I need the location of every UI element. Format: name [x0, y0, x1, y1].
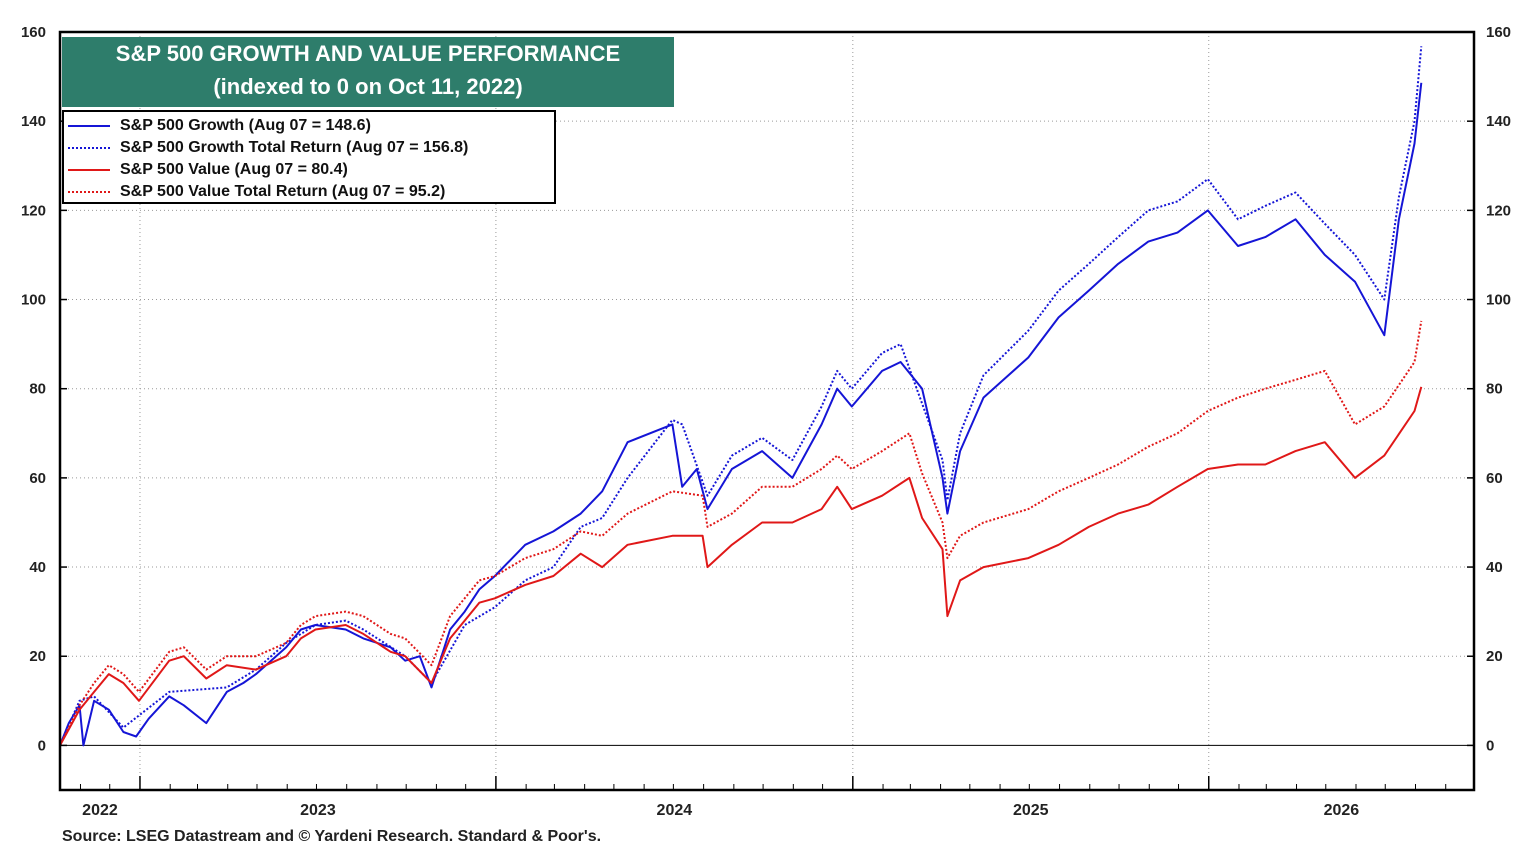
x-axis: 2022 2023 2024 2025 2026 [82, 802, 1359, 819]
legend-swatch-growth-total-return [68, 147, 110, 149]
legend-item: S&P 500 Value (Aug 07 = 80.4) [68, 159, 554, 181]
y-tick-label-right: 100 [1486, 292, 1511, 309]
legend: S&P 500 Growth (Aug 07 = 148.6) S&P 500 … [62, 110, 556, 204]
y-tick-label: 80 [29, 381, 46, 398]
y-tick-label: 160 [21, 24, 46, 41]
chart-subtitle: (indexed to 0 on Oct 11, 2022) [213, 74, 523, 99]
y-tick-label-right: 20 [1486, 648, 1503, 665]
x-tick-label: 2023 [300, 802, 336, 819]
y-tick-label: 100 [21, 292, 46, 309]
y-tick-label-right: 40 [1486, 559, 1503, 576]
y-tick-label: 60 [29, 470, 46, 487]
x-tick-label: 2024 [657, 802, 693, 819]
legend-label: S&P 500 Value (Aug 07 = 80.4) [120, 161, 348, 178]
series-line-1 [59, 46, 1423, 746]
series-line-2 [59, 386, 1423, 746]
legend-swatch-value [68, 169, 110, 171]
y-tick-label-right: 160 [1486, 24, 1511, 41]
y-tick-label: 120 [21, 202, 46, 219]
x-tick-label: 2026 [1324, 802, 1360, 819]
x-tick-label: 2025 [1013, 802, 1049, 819]
chart-title: S&P 500 GROWTH AND VALUE PERFORMANCE [115, 41, 621, 66]
y-tick-label: 140 [21, 113, 46, 130]
legend-label: S&P 500 Growth Total Return (Aug 07 = 15… [120, 139, 469, 156]
chart-title-box: S&P 500 GROWTH AND VALUE PERFORMANCE (in… [62, 37, 674, 107]
legend-item: S&P 500 Growth (Aug 07 = 148.6) [68, 115, 554, 137]
y-tick-label-right: 60 [1486, 470, 1503, 487]
source-note: Source: LSEG Datastream and © Yardeni Re… [62, 828, 602, 845]
plot-area-frame [58, 30, 1476, 792]
y-tick-label-right: 140 [1486, 113, 1511, 130]
y-axis-left: 160 140 120 100 80 60 40 20 0 [21, 24, 46, 754]
legend-label: S&P 500 Value Total Return (Aug 07 = 95.… [120, 183, 446, 200]
series-line-3 [59, 320, 1423, 746]
y-tick-label: 20 [29, 648, 46, 665]
y-tick-label-right: 0 [1486, 737, 1494, 754]
series-line-0 [59, 82, 1423, 747]
y-tick-label: 40 [29, 559, 46, 576]
legend-label: S&P 500 Growth (Aug 07 = 148.6) [120, 117, 371, 134]
x-tick-label: 2022 [82, 802, 118, 819]
legend-swatch-value-total-return [68, 191, 110, 193]
legend-item: S&P 500 Growth Total Return (Aug 07 = 15… [68, 137, 554, 159]
y-tick-label-right: 80 [1486, 381, 1503, 398]
y-axis-right: 160 140 120 100 80 60 40 20 0 [1486, 24, 1511, 754]
legend-item: S&P 500 Value Total Return (Aug 07 = 95.… [68, 181, 554, 203]
y-tick-label: 0 [38, 737, 46, 754]
legend-swatch-growth [68, 125, 110, 127]
series-layer [59, 46, 1423, 747]
axis-ticks [60, 31, 1474, 790]
y-tick-label-right: 120 [1486, 202, 1511, 219]
